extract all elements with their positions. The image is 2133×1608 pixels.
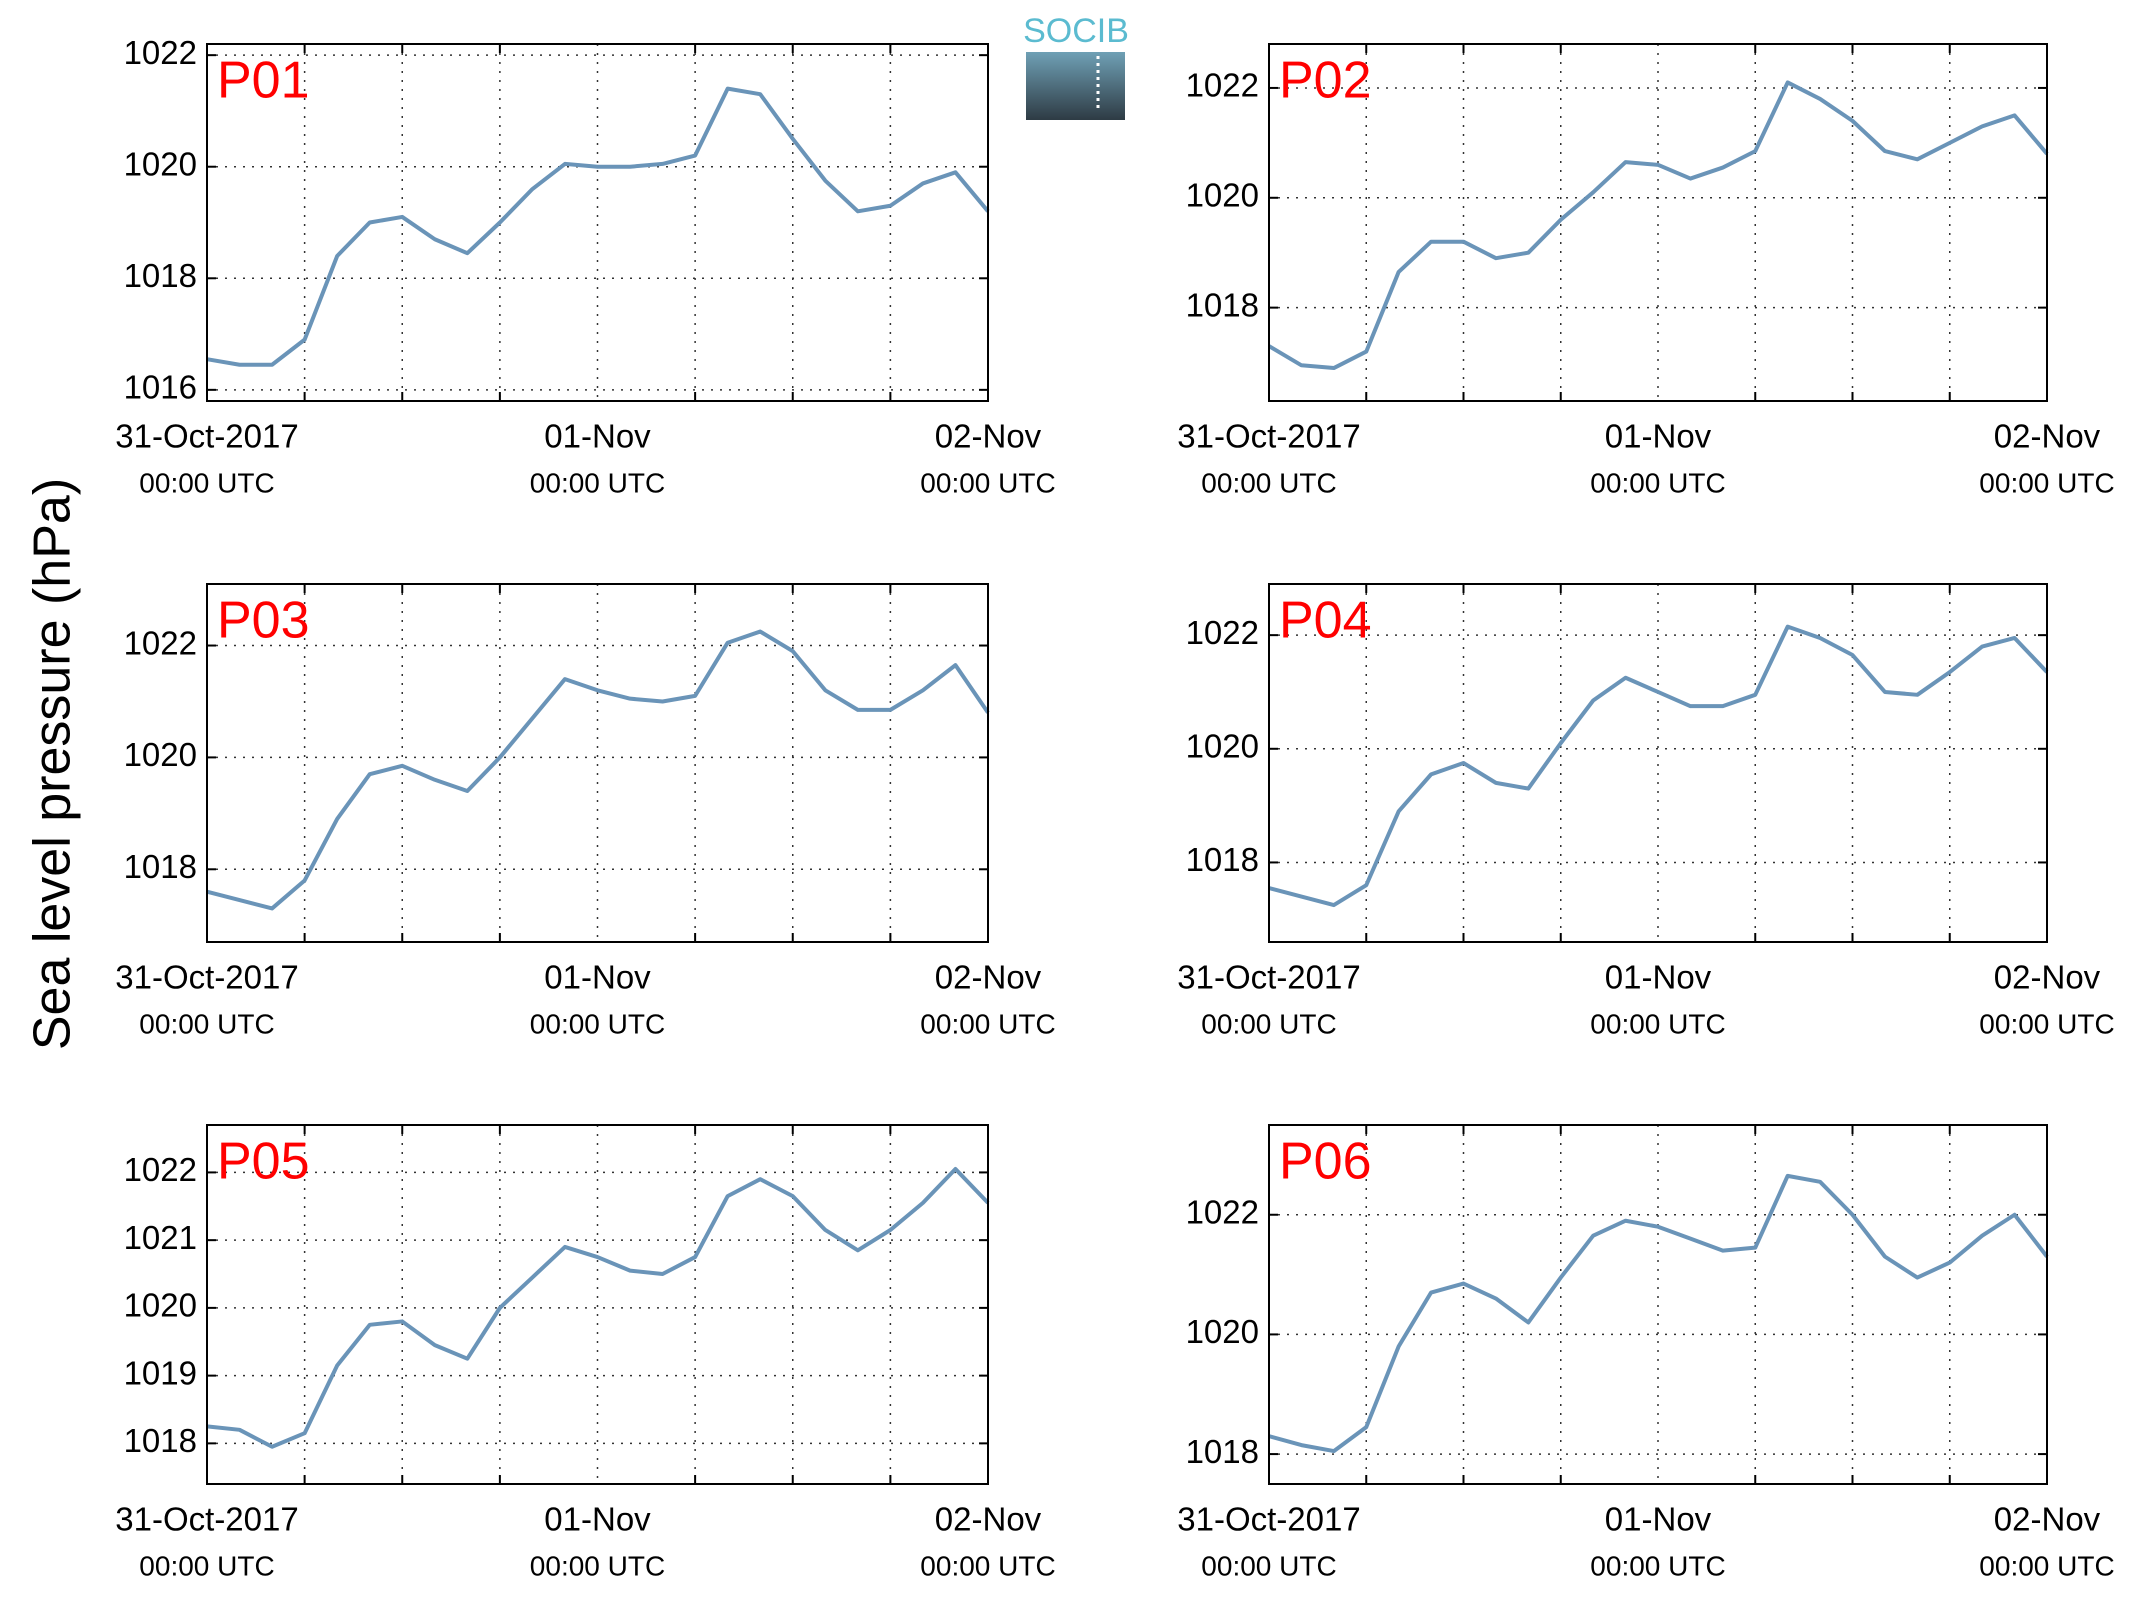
panel-label: P05 — [217, 1133, 310, 1191]
x-tick-time: 00:00 UTC — [1201, 1008, 1336, 1039]
y-tick-label: 1016 — [124, 369, 197, 406]
y-tick-label: 1020 — [124, 736, 197, 773]
x-tick-label: 02-Nov — [935, 418, 1042, 455]
y-tick-label: 1022 — [124, 1151, 197, 1188]
y-tick-label: 1018 — [1186, 286, 1259, 323]
data-line — [1268, 624, 2049, 908]
x-tick-label: 01-Nov — [544, 1501, 651, 1538]
y-axis-label: Sea level pressure (hPa) — [24, 478, 82, 1050]
x-tick-label: 31-Oct-2017 — [115, 1501, 298, 1538]
x-tick-label: 01-Nov — [544, 418, 651, 455]
x-tick-time: 00:00 UTC — [920, 1008, 1055, 1039]
y-tick-label: 1020 — [124, 1287, 197, 1324]
x-tick-label: 02-Nov — [935, 1501, 1042, 1538]
x-tick-label: 01-Nov — [1605, 418, 1712, 455]
panel: 1018 1020 1022 31-Oct-2017 00:00 UTC 01-Nov 00… — [1177, 1124, 2115, 1581]
x-tick-time: 00:00 UTC — [1590, 1550, 1725, 1581]
panel-label: P01 — [217, 52, 310, 110]
logo-text: SOCIB — [1023, 12, 1129, 50]
panel-label: P03 — [217, 592, 310, 650]
panel: 1018 1019 1020 1021 1022 31-Oct-2017 00:00 UTC… — [115, 1124, 1056, 1581]
panel: 1018 1020 1022 31-Oct-2017 00:00 UTC 01-Nov 00… — [1177, 583, 2115, 1039]
panel-label: P02 — [1279, 52, 1372, 110]
data-line — [1267, 80, 2049, 371]
plot-frame — [1268, 1124, 2048, 1485]
y-tick-label: 1018 — [1186, 1433, 1259, 1470]
x-tick-time: 00:00 UTC — [1590, 1008, 1725, 1039]
x-tick-time: 00:00 UTC — [139, 467, 274, 498]
plot-frame — [206, 1124, 989, 1485]
y-tick-label: 1018 — [124, 257, 197, 294]
logo-block — [1026, 52, 1125, 120]
x-tick-label: 01-Nov — [1605, 1501, 1712, 1538]
y-tick-label: 1020 — [1186, 1313, 1259, 1350]
x-tick-label: 31-Oct-2017 — [1177, 418, 1360, 455]
y-tick-label: 1020 — [1186, 177, 1259, 214]
data-line — [206, 629, 990, 911]
y-tick-label: 1020 — [124, 145, 197, 182]
data-line — [206, 86, 990, 367]
data-line — [206, 1167, 990, 1449]
plot-frame — [1268, 583, 2048, 943]
x-tick-label: 01-Nov — [544, 959, 651, 996]
y-tick-label: 1018 — [124, 1422, 197, 1459]
x-tick-label: 31-Oct-2017 — [1177, 959, 1360, 996]
plot-frame — [206, 43, 989, 402]
x-tick-time: 00:00 UTC — [1979, 1550, 2114, 1581]
panel-label: P04 — [1279, 592, 1372, 650]
x-tick-label: 31-Oct-2017 — [115, 418, 298, 455]
y-tick-label: 1022 — [1186, 67, 1259, 104]
panel: 1018 1020 1022 31-Oct-2017 00:00 UTC 01-Nov 00… — [1177, 43, 2115, 498]
panel: 1018 1020 1022 31-Oct-2017 00:00 UTC 01-Nov 00… — [115, 583, 1056, 1039]
x-tick-time: 00:00 UTC — [1979, 1008, 2114, 1039]
y-tick-label: 1018 — [1186, 841, 1259, 878]
x-tick-label: 02-Nov — [1994, 418, 2101, 455]
y-tick-label: 1022 — [1186, 1193, 1259, 1230]
logo: SOCIB — [1023, 12, 1129, 120]
y-tick-label: 1022 — [124, 624, 197, 661]
y-tick-label: 1022 — [1186, 614, 1259, 651]
panel: 1016 1018 1020 1022 31-Oct-2017 00:00 UTC 01-N… — [115, 34, 1055, 499]
y-tick-label: 1021 — [124, 1219, 197, 1256]
x-tick-time: 00:00 UTC — [1979, 467, 2114, 498]
x-tick-label: 02-Nov — [1994, 959, 2101, 996]
x-tick-time: 00:00 UTC — [530, 467, 665, 498]
plot-frame — [206, 583, 989, 943]
x-tick-time: 00:00 UTC — [139, 1550, 274, 1581]
x-tick-time: 00:00 UTC — [920, 1550, 1055, 1581]
x-tick-label: 02-Nov — [1994, 1501, 2101, 1538]
y-tick-label: 1019 — [124, 1354, 197, 1391]
x-tick-time: 00:00 UTC — [1590, 467, 1725, 498]
x-tick-time: 00:00 UTC — [139, 1008, 274, 1039]
x-tick-label: 31-Oct-2017 — [115, 959, 298, 996]
x-tick-time: 00:00 UTC — [920, 467, 1055, 498]
x-tick-label: 02-Nov — [935, 959, 1042, 996]
y-tick-label: 1022 — [124, 34, 197, 71]
x-tick-time: 00:00 UTC — [1201, 467, 1336, 498]
panel-label: P06 — [1279, 1133, 1372, 1191]
y-tick-label: 1018 — [124, 848, 197, 885]
data-line — [1268, 1173, 2049, 1454]
x-tick-time: 00:00 UTC — [530, 1550, 665, 1581]
x-tick-label: 31-Oct-2017 — [1177, 1501, 1360, 1538]
x-tick-time: 00:00 UTC — [530, 1008, 665, 1039]
y-tick-label: 1020 — [1186, 728, 1259, 765]
x-tick-time: 00:00 UTC — [1201, 1550, 1336, 1581]
x-tick-label: 01-Nov — [1605, 959, 1712, 996]
plot-frame — [1268, 43, 2048, 402]
